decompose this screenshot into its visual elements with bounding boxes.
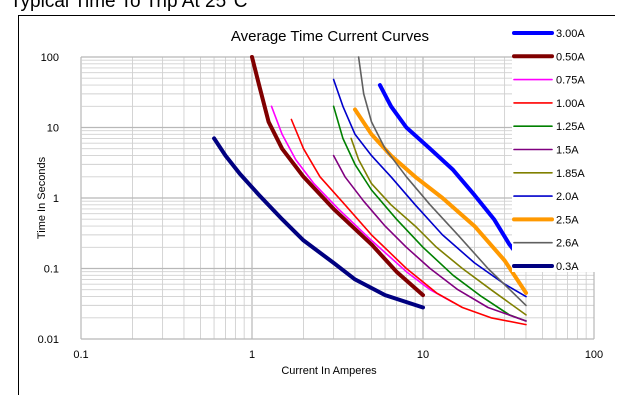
series-line [377,83,528,268]
x-tick-label: 0.1 [73,349,88,361]
legend-label: 0.75A [556,75,585,87]
series-line [270,105,454,304]
legend-label: 0.50A [556,51,585,63]
series-lines [212,55,528,326]
x-tick-label: 100 [585,349,603,361]
legend-label: 1.5A [556,145,579,157]
x-tick-labels: 0.1 1 10 100 [73,349,603,361]
series-line [250,55,425,298]
legend-label: 0.3A [556,261,579,273]
legend-label: 2.5A [556,214,579,226]
x-tick-label: 10 [417,349,429,361]
y-axis-label: Time In Seconds [36,156,48,239]
legend-background [512,24,596,272]
y-tick-label: 100 [41,52,59,64]
chart-title: Average Time Current Curves [231,28,429,45]
legend-label: 3.00A [556,28,585,40]
series-line [350,137,527,316]
series-line [332,154,527,322]
series-line [212,136,425,310]
y-tick-label: 1 [53,193,59,205]
y-tick-label: 0.01 [38,334,59,346]
x-tick-label: 1 [249,349,255,361]
legend-label: 1.25A [556,121,585,133]
legend-label: 1.85A [556,168,585,180]
y-tick-label: 0.1 [44,264,59,276]
series-line [290,118,527,326]
x-axis-label: Current In Amperes [281,365,377,377]
series-line [357,56,527,307]
legend: 3.00A 0.50A 0.75A 1.00A 1.25A 1.5A 1.85A 2.0A 2.… [512,24,596,273]
page-heading: Typical Time To Trip At 25°C [10,0,248,12]
series-line [353,107,528,295]
chart-frame [18,15,615,395]
legend-label: 2.0A [556,191,579,203]
series-line [332,105,527,322]
series-line [332,78,527,298]
legend-label: 1.00A [556,98,585,110]
y-tick-labels: 0.01 0.1 1 10 100 [38,52,59,346]
legend-label: 2.6A [556,238,579,250]
y-tick-label: 10 [47,123,59,135]
